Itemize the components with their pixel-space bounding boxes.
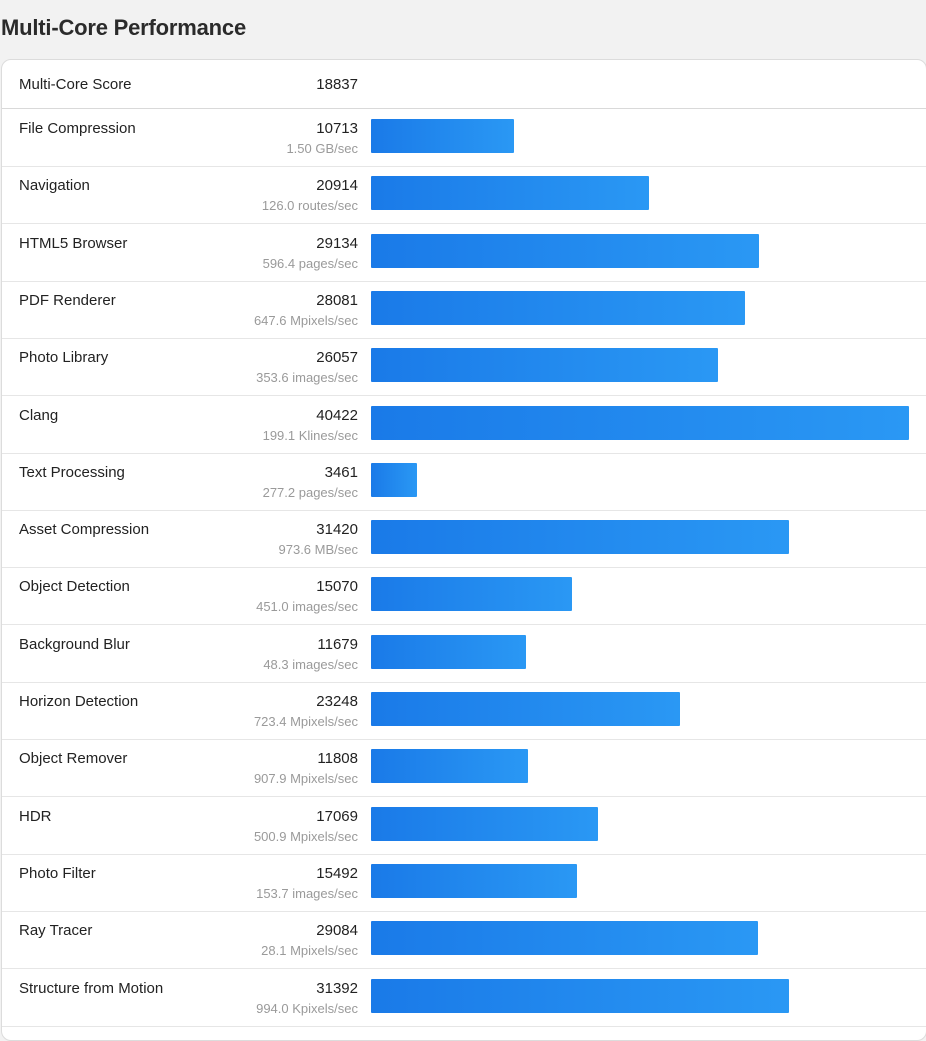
- benchmark-bar: [371, 978, 789, 1013]
- benchmark-row: Object Detection 15070 451.0 images/sec: [2, 567, 926, 626]
- benchmark-score: 29134: [316, 234, 358, 252]
- benchmark-score: 15492: [316, 864, 358, 882]
- benchmark-row: Photo Library 26057 353.6 images/sec: [2, 338, 926, 397]
- benchmark-name: Object Remover: [19, 750, 128, 768]
- benchmark-score: 15070: [316, 578, 358, 596]
- benchmark-name: Object Detection: [19, 578, 130, 596]
- page-title: Multi-Core Performance: [1, 15, 246, 40]
- benchmark-name: Background Blur: [19, 635, 130, 653]
- benchmark-score: 40422: [316, 406, 358, 424]
- benchmark-bar: [371, 520, 789, 555]
- benchmark-rate: 723.4 Mpixels/sec: [253, 714, 358, 729]
- benchmark-rate: 994.0 Kpixels/sec: [256, 1000, 358, 1016]
- benchmark-row: HDR 17069 500.9 Mpixels/sec: [2, 797, 926, 855]
- benchmark-bar: [371, 348, 718, 383]
- benchmark-rate: 353.6 images/sec: [256, 370, 358, 386]
- benchmark-name: PDF Renderer: [19, 291, 116, 309]
- benchmark-rate: 126.0 routes/sec: [261, 198, 358, 214]
- benchmark-row: Structure from Motion 31392 994.0 Kpixels/…: [2, 969, 926, 1027]
- benchmark-rate: 28.1 Mpixels/sec: [261, 943, 358, 959]
- benchmark-bar: [371, 176, 649, 211]
- benchmark-bar: [371, 863, 577, 898]
- benchmark-name: HTML5 Browser: [19, 234, 128, 252]
- benchmark-bar: [371, 806, 598, 841]
- benchmark-rate: 48.3 images/sec: [263, 656, 358, 672]
- benchmark-row: Photo Filter 15492 153.7 images/sec: [2, 854, 926, 912]
- benchmark-bar: [371, 290, 745, 325]
- benchmark-bar: [371, 692, 680, 726]
- benchmark-name: Clang: [19, 406, 59, 424]
- benchmark-row: HTML5 Browser 29134 596.4 pages/sec: [2, 224, 926, 282]
- benchmark-score: 31392: [316, 979, 358, 997]
- benchmark-bar: [371, 921, 758, 956]
- benchmark-name: Photo Filter: [19, 864, 96, 882]
- benchmark-score: 10713: [316, 120, 358, 137]
- benchmark-row: Text Processing 3461 277.2 pages/sec: [2, 453, 926, 511]
- benchmark-row: Background Blur 11679 48.3 images/sec: [2, 625, 926, 683]
- benchmark-row: File Compression 10713 1.50 GB/sec: [2, 109, 926, 167]
- benchmark-score: 28081: [316, 291, 358, 309]
- benchmark-bar: [371, 233, 759, 268]
- benchmark-name: Photo Library: [19, 349, 109, 367]
- benchmark-score: 11808: [317, 750, 358, 768]
- benchmark-rate: 277.2 pages/sec: [262, 484, 358, 500]
- benchmark-row: Object Remover 11808 907.9 Mpixels/sec: [2, 739, 926, 798]
- benchmark-row: Horizon Detection 23248 723.4 Mpixels/sec: [2, 682, 926, 740]
- benchmark-score: 17069: [316, 807, 358, 825]
- multi-core-score-label: Multi-Core Score: [19, 76, 132, 93]
- benchmark-rate: 596.4 pages/sec: [262, 255, 358, 271]
- benchmark-score: 26057: [316, 349, 358, 367]
- benchmark-rate: 1.50 GB/sec: [286, 141, 358, 156]
- benchmark-rate: 153.7 images/sec: [256, 885, 358, 901]
- benchmark-row: Asset Compression 31420 973.6 MB/sec: [2, 510, 926, 569]
- benchmark-rate: 500.9 Mpixels/sec: [253, 828, 358, 844]
- benchmark-rate: 451.0 images/sec: [256, 599, 358, 615]
- benchmark-bar: [371, 405, 909, 440]
- benchmark-rate: 199.1 Klines/sec: [262, 427, 358, 443]
- benchmark-name: Text Processing: [19, 463, 125, 481]
- results-panel: Multi-Core Score 18837 File Compression 1…: [1, 59, 926, 1041]
- benchmark-bar: [371, 634, 526, 669]
- benchmark-name: File Compression: [19, 120, 136, 137]
- benchmark-name: Navigation: [19, 177, 90, 195]
- multi-core-score-row: Multi-Core Score 18837: [2, 60, 926, 109]
- benchmark-rate: 647.6 Mpixels/sec: [253, 312, 358, 328]
- benchmark-score: 31420: [316, 521, 358, 539]
- benchmark-bar: [371, 749, 528, 784]
- benchmark-score: 20914: [316, 177, 358, 195]
- benchmark-bar: [371, 119, 514, 153]
- benchmark-name: HDR: [19, 807, 52, 825]
- benchmark-score: 23248: [316, 693, 358, 710]
- multi-core-score-value: 18837: [316, 76, 358, 93]
- benchmark-score: 29084: [316, 922, 358, 940]
- benchmark-name: Asset Compression: [19, 521, 150, 539]
- benchmark-row: PDF Renderer 28081 647.6 Mpixels/sec: [2, 281, 926, 339]
- benchmark-row: Ray Tracer 29084 28.1 Mpixels/sec: [2, 911, 926, 970]
- benchmark-name: Horizon Detection: [19, 693, 139, 710]
- benchmark-score: 11679: [317, 635, 358, 653]
- benchmark-row: Clang 40422 199.1 Klines/sec: [2, 396, 926, 454]
- benchmark-score: 3461: [324, 463, 358, 481]
- benchmark-rate: 973.6 MB/sec: [278, 542, 359, 558]
- benchmark-bar: [371, 462, 417, 497]
- benchmark-name: Ray Tracer: [19, 922, 93, 940]
- benchmark-name: Structure from Motion: [19, 979, 164, 997]
- benchmark-bar: [371, 577, 572, 612]
- benchmark-rate: 907.9 Mpixels/sec: [253, 771, 358, 787]
- benchmark-row: Navigation 20914 126.0 routes/sec: [2, 166, 926, 225]
